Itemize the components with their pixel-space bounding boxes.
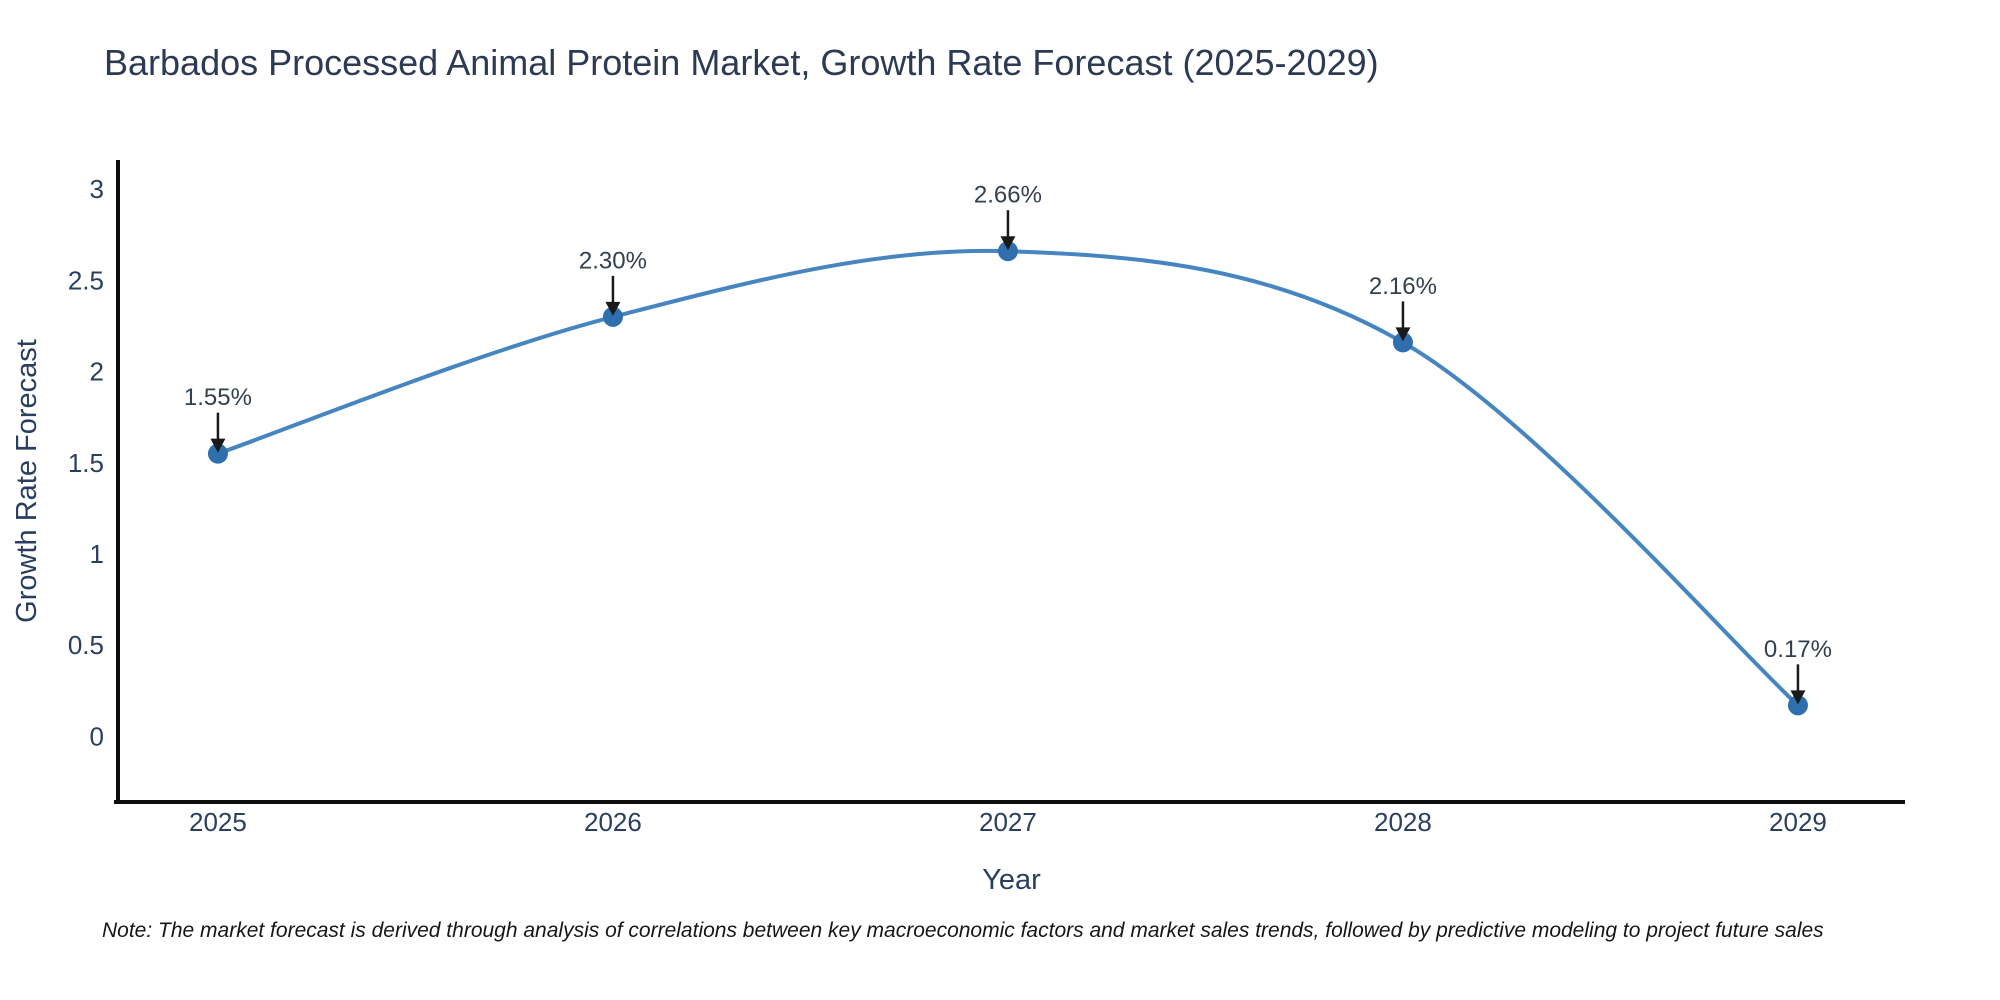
x-tick-label: 2029 xyxy=(1769,807,1827,837)
x-tick-label: 2026 xyxy=(584,807,642,837)
x-axis-title: Year xyxy=(982,864,1041,896)
point-annotation-label: 1.55% xyxy=(184,384,252,411)
y-tick-label: 0.5 xyxy=(68,630,104,660)
x-tick-label: 2028 xyxy=(1374,807,1432,837)
point-annotation-label: 2.66% xyxy=(974,182,1042,209)
y-tick-label: 2.5 xyxy=(68,265,104,295)
y-tick-label: 0 xyxy=(90,721,104,751)
data-point-marker xyxy=(207,443,228,464)
annotation-arrowhead xyxy=(1395,327,1411,342)
annotation-arrowhead xyxy=(1000,236,1016,251)
annotation-arrowhead xyxy=(1790,690,1806,705)
x-tick-label: 2027 xyxy=(979,807,1037,837)
trend-line xyxy=(215,248,1800,708)
footnote: Note: The market forecast is derived thr… xyxy=(102,919,1824,942)
x-tick-label: 2025 xyxy=(189,807,247,837)
annotation-arrowhead xyxy=(605,301,621,316)
chart-title: Barbados Processed Animal Protein Market… xyxy=(104,42,1379,83)
data-point-marker xyxy=(1787,695,1808,716)
point-annotation-label: 2.30% xyxy=(579,247,647,274)
y-tick-label: 1 xyxy=(90,539,104,569)
annotation-arrowhead xyxy=(210,438,226,453)
y-axis-title: Growth Rate Forecast xyxy=(11,339,43,623)
data-point-marker xyxy=(1392,332,1413,353)
data-point-marker xyxy=(602,306,623,327)
y-tick-label: 2 xyxy=(90,357,104,387)
point-annotation-label: 0.17% xyxy=(1764,636,1832,663)
y-tick-label: 1.5 xyxy=(68,448,104,478)
data-point-marker xyxy=(997,241,1018,262)
point-annotation-label: 2.16% xyxy=(1369,273,1437,300)
y-tick-label: 3 xyxy=(90,174,104,204)
